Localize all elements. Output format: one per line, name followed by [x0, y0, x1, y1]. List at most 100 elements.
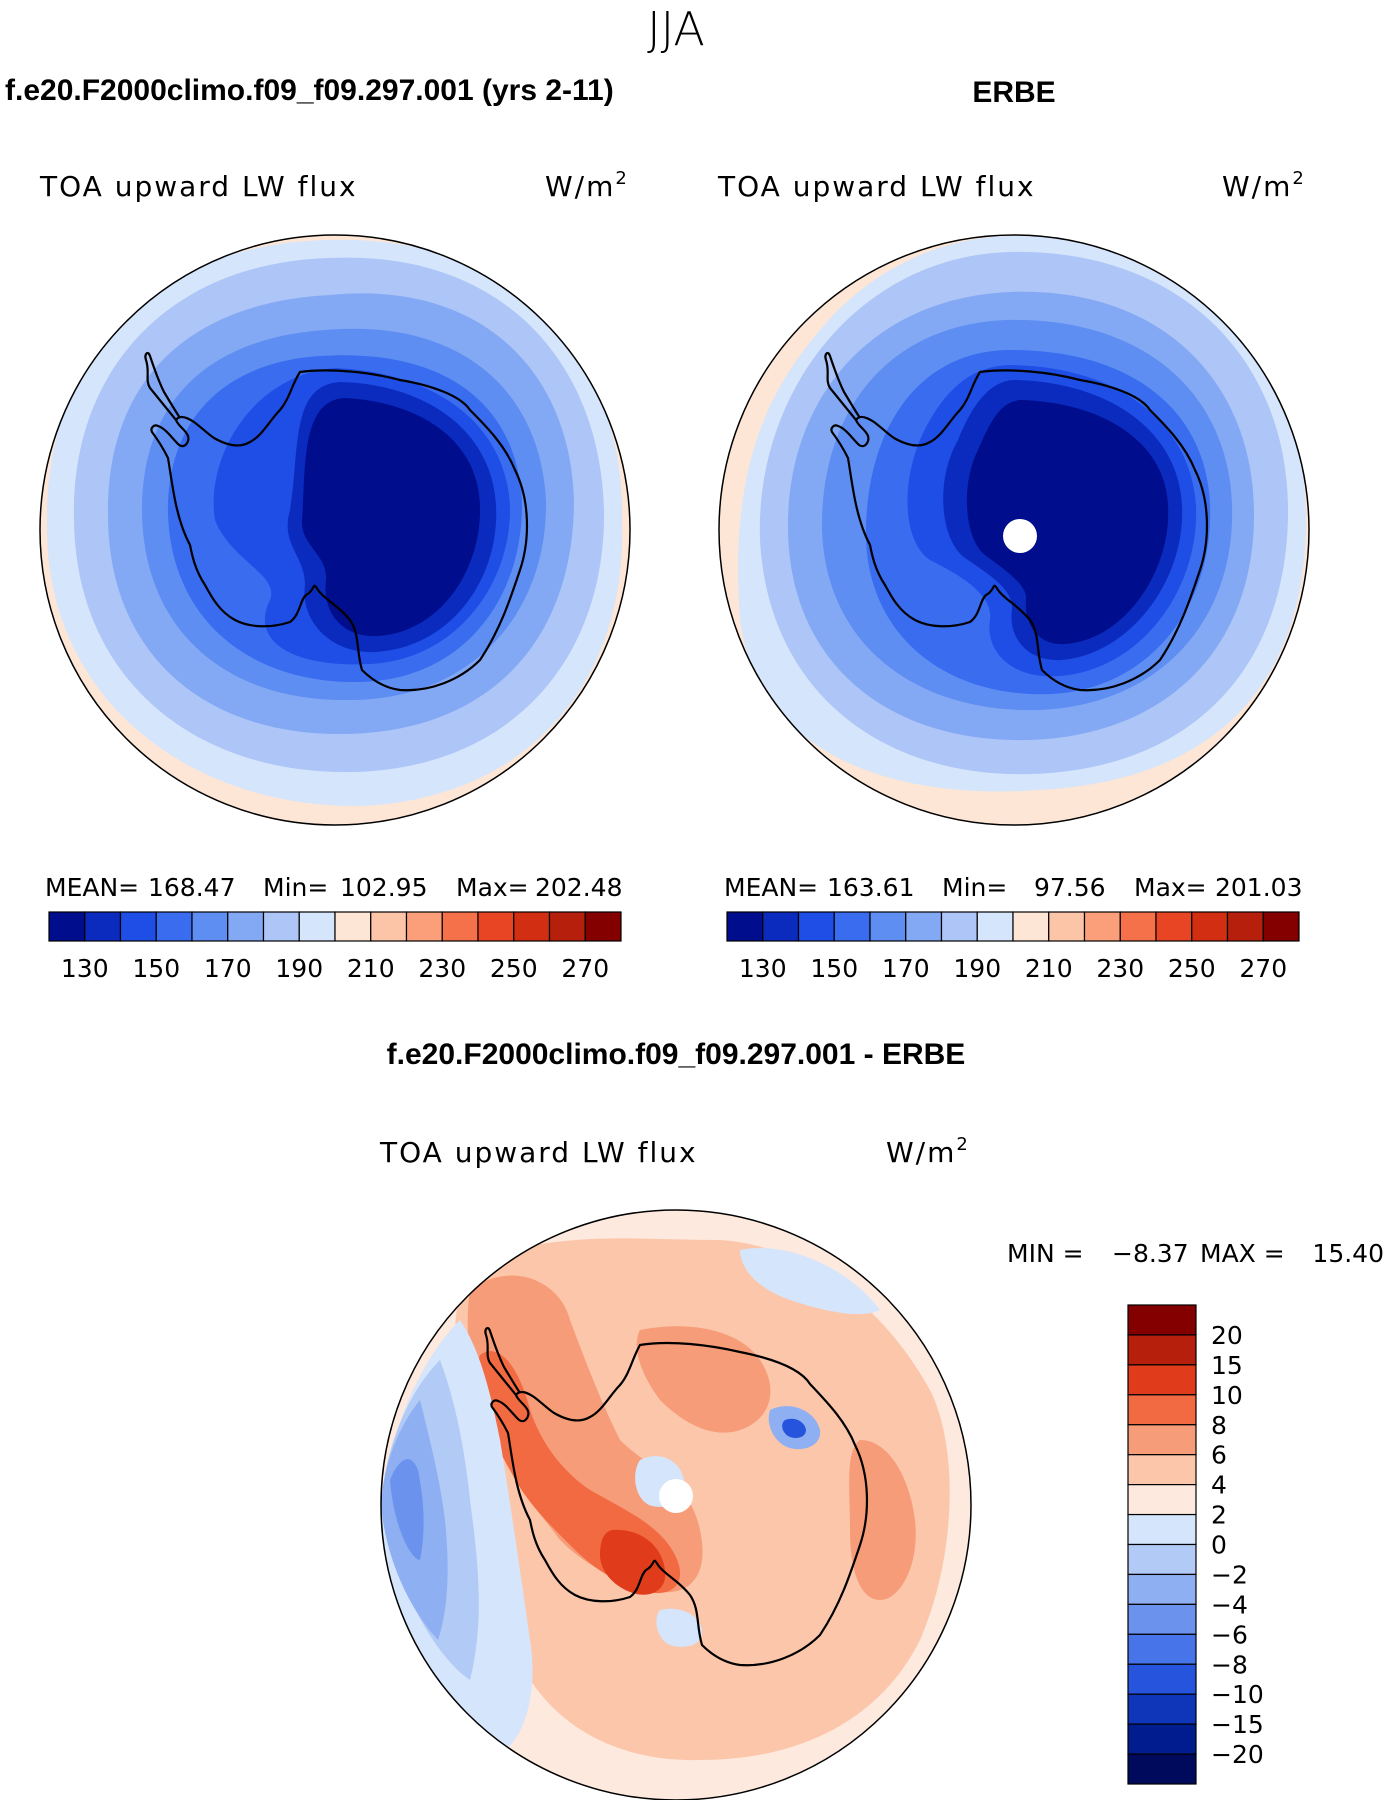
right-colorbar-swatch — [762, 911, 800, 942]
right-polar-map — [719, 235, 1309, 825]
diff-colorbar-swatch — [1127, 1484, 1197, 1516]
right-colorbar-swatch — [1155, 911, 1193, 942]
left-polar-map — [40, 235, 630, 825]
diff-colorbar-swatch — [1127, 1364, 1197, 1396]
right-colorbar-swatch — [1226, 911, 1264, 942]
right-colorbar-swatch — [1083, 911, 1121, 942]
diff-max-value: 15.40 — [1312, 1239, 1384, 1268]
left-colorbar-tick-label: 190 — [275, 954, 323, 983]
right-peninsula-coastline — [824, 351, 861, 421]
left-colorbar-swatch — [548, 911, 586, 942]
left-colorbar-swatch — [227, 911, 265, 942]
right-contour-120 — [966, 400, 1169, 645]
right-colorbar-tick-label: 130 — [739, 954, 787, 983]
diff-colorbar-tick-label: 0 — [1211, 1531, 1227, 1560]
right-map-panel: TOA upward LW flux W/m2 MEAN= 163.61 Min… — [717, 168, 1310, 983]
right-colorbar-swatch — [1191, 911, 1229, 942]
right-colorbar-swatch — [940, 911, 978, 942]
diff-contour-pos-6b — [636, 1326, 771, 1433]
left-colorbar-swatch — [513, 911, 551, 942]
right-antarctica-coastline — [830, 369, 1209, 692]
left-colorbar-swatch — [334, 911, 372, 942]
left-colorbar-swatch — [477, 911, 515, 942]
left-colorbar-tick-label: 150 — [132, 954, 180, 983]
diff-contour-pos-4 — [467, 1275, 703, 1593]
right-colorbar-swatch — [1262, 911, 1300, 942]
diff-colorbar-swatch — [1127, 1573, 1197, 1605]
right-min-value: 97.56 — [1034, 873, 1106, 902]
left-colorbar-swatch — [262, 911, 300, 942]
left-colorbar-tick-label: 270 — [561, 954, 609, 983]
right-map-border — [718, 234, 1310, 826]
diff-colorbar-tick-label: 4 — [1211, 1471, 1227, 1500]
left-min-label: Min= — [263, 873, 328, 902]
diff-stats-line: MIN = −8.37 MAX = 15.40 — [1007, 1239, 1384, 1268]
right-units-label: W/m2 — [1222, 168, 1306, 203]
left-contour-120 — [301, 398, 481, 637]
left-map-panel: TOA upward LW flux W/m2 MEAN= 168.47 Min… — [39, 168, 631, 983]
right-colorbar-swatch — [1012, 911, 1050, 942]
diff-contour-neg-2-south — [656, 1608, 703, 1647]
diff-colorbar-swatch — [1127, 1334, 1197, 1366]
right-colorbar-tick-label: 250 — [1168, 954, 1216, 983]
diff-colorbar-tick-label: −4 — [1211, 1590, 1248, 1619]
right-mean-label: MEAN= — [724, 873, 818, 902]
diff-units-label: W/m2 — [886, 1134, 970, 1169]
diff-colorbar-swatch — [1127, 1513, 1197, 1546]
left-colorbar: 130 150 170 190 210 230 250 270 — [48, 911, 622, 983]
left-map-border — [39, 234, 631, 826]
diff-max-label: MAX = — [1200, 1239, 1285, 1268]
diff-polar-map — [381, 1210, 971, 1800]
diff-missing-data-pole — [659, 1479, 693, 1513]
diff-map-border — [380, 1209, 972, 1800]
left-panel-title: f.e20.F2000climo.f09_f09.297.001 (yrs 2-… — [5, 74, 614, 107]
diff-colorbar-swatch — [1127, 1304, 1197, 1336]
diff-colorbar-tick-label: −15 — [1211, 1710, 1264, 1739]
diff-colorbar-swatch — [1127, 1753, 1197, 1785]
diff-antarctica-coastline — [490, 1341, 869, 1667]
diff-map-panel: TOA upward LW flux W/m2 MIN = — [379, 1134, 1384, 1800]
left-colorbar-swatch — [48, 911, 86, 942]
left-colorbar-swatch — [191, 911, 229, 942]
diff-colorbar-tick-label: −6 — [1211, 1620, 1248, 1649]
diff-min-value: −8.37 — [1112, 1239, 1189, 1268]
right-colorbar-tick-label: 230 — [1096, 954, 1144, 983]
diff-colorbar-tick-label: 8 — [1211, 1411, 1227, 1440]
right-colorbar-swatch — [1119, 911, 1157, 942]
left-colorbar-swatch — [584, 911, 622, 942]
diff-colorbar-swatch — [1127, 1424, 1197, 1456]
right-colorbar-swatch — [1048, 911, 1086, 942]
diff-colorbar-swatch — [1127, 1693, 1197, 1725]
right-colorbar-tick-label: 210 — [1025, 954, 1073, 983]
left-units-label: W/m2 — [545, 168, 629, 203]
diff-contour-neg-2-ne — [740, 1248, 880, 1315]
diff-colorbar-tick-label: 15 — [1211, 1351, 1243, 1380]
diff-min-label: MIN = — [1007, 1239, 1084, 1268]
right-max-value: 201.03 — [1215, 873, 1302, 902]
right-colorbar-swatch — [833, 911, 871, 942]
left-mean-label: MEAN= — [45, 873, 139, 902]
right-colorbar-swatch — [976, 911, 1014, 942]
left-mean-value: 168.47 — [148, 873, 235, 902]
diff-peninsula-coastline — [484, 1326, 521, 1396]
diff-colorbar-tick-label: 20 — [1211, 1321, 1243, 1350]
diff-contour-neg-10-ne — [782, 1418, 806, 1438]
diff-colorbar-swatch — [1127, 1603, 1197, 1635]
left-max-value: 202.48 — [535, 873, 622, 902]
right-colorbar-swatch — [905, 911, 943, 942]
right-colorbar: 130 150 170 190 210 230 250 270 — [726, 911, 1300, 983]
left-colorbar-tick-label: 250 — [490, 954, 538, 983]
left-colorbar-tick-label: 130 — [61, 954, 109, 983]
diff-colorbar-tick-label: 2 — [1211, 1501, 1227, 1530]
diff-colorbar-tick-label: −10 — [1211, 1680, 1264, 1709]
right-max-label: Max= — [1134, 873, 1207, 902]
left-colorbar-swatch — [84, 911, 122, 942]
diff-variable-label: TOA upward LW flux — [379, 1136, 698, 1169]
diff-colorbar-tick-label: −2 — [1211, 1560, 1248, 1589]
left-min-value: 102.95 — [340, 873, 427, 902]
left-colorbar-tick-label: 170 — [204, 954, 252, 983]
diff-colorbar-swatch — [1127, 1723, 1197, 1755]
diff-colorbar-swatch — [1127, 1394, 1197, 1426]
right-colorbar-tick-label: 270 — [1239, 954, 1287, 983]
